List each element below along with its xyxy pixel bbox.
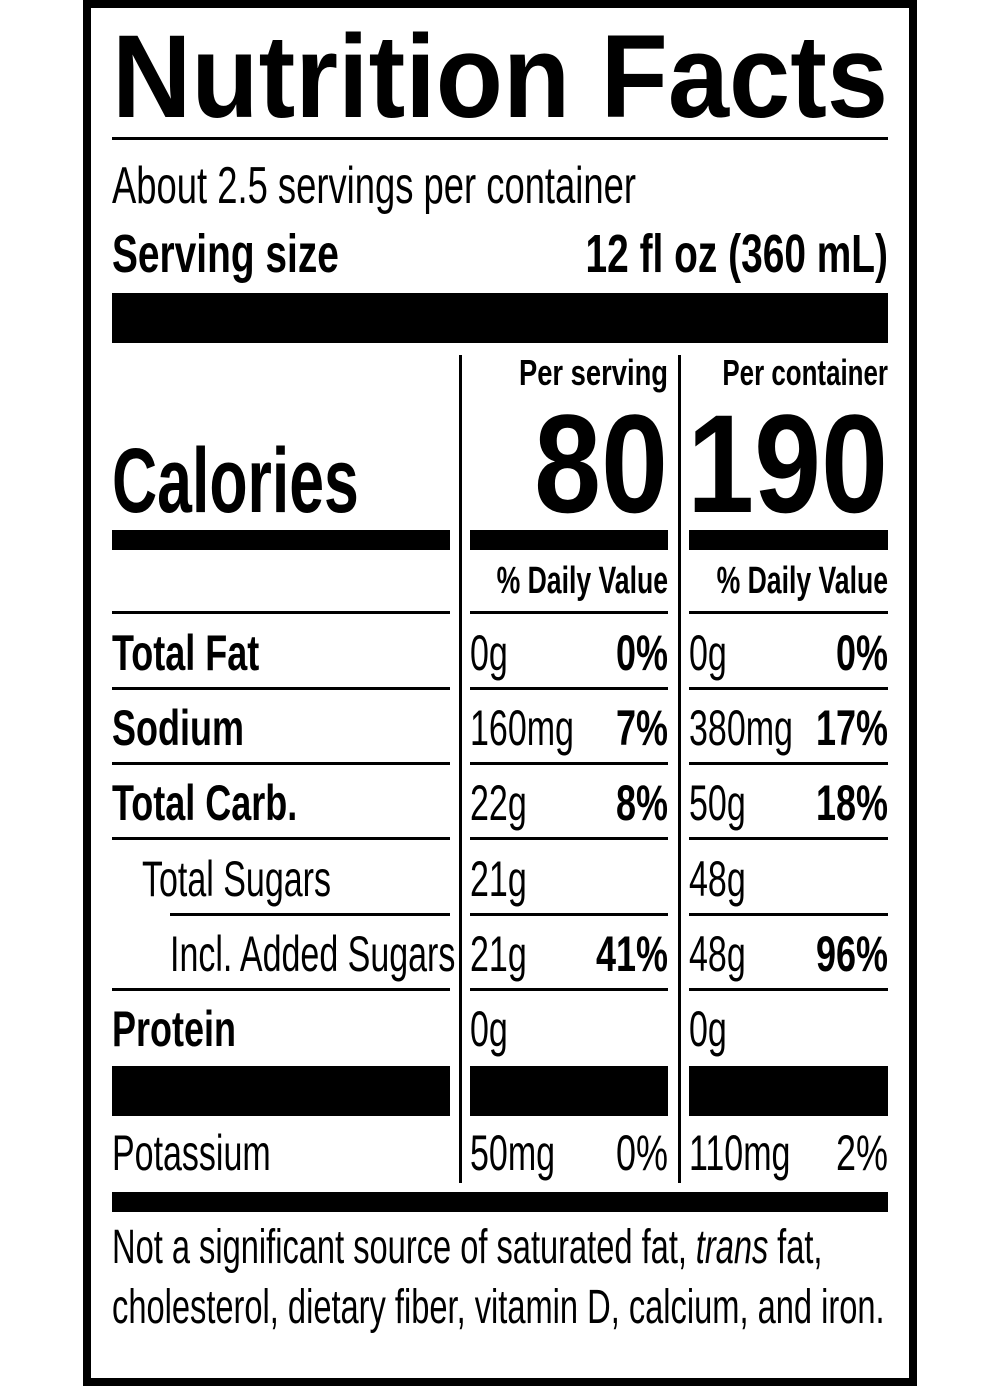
row-rule [112, 687, 450, 690]
row-rule [689, 913, 888, 916]
daily-value-percent: 41% [596, 927, 668, 982]
row-rule [689, 988, 888, 991]
calorie-bar [112, 530, 450, 550]
row-rule [689, 762, 888, 765]
row-rule [689, 837, 888, 840]
footnote-line: cholesterol, dietary fiber, vitamin D, c… [112, 1280, 885, 1334]
row-rule [112, 988, 450, 991]
column-header: Per serving [519, 352, 668, 393]
row-rule [689, 687, 888, 690]
footnote-text: fat, [777, 1220, 822, 1274]
daily-value-header: % Daily Value [497, 558, 668, 601]
row-rule [170, 913, 450, 916]
nutrient-amount: 21g [470, 852, 527, 908]
footnote-text: Not a significant source of saturated fa… [112, 1220, 687, 1274]
footnote-line: Not a significant source of saturated fa… [112, 1220, 823, 1274]
nutrient-amount: 50mg [470, 1126, 555, 1182]
nutrient-name: Potassium [112, 1126, 271, 1182]
column-divider [678, 355, 681, 1183]
nutrient-name: Incl. Added Sugars [170, 927, 455, 983]
column-header: Per container [722, 353, 888, 393]
row-rule [470, 837, 668, 840]
nutrient-amount: 160mg [470, 701, 574, 757]
nutrient-amount: 0g [689, 626, 727, 682]
column-divider [459, 355, 462, 1183]
row-rule [470, 611, 668, 614]
calories-value: 190 [687, 385, 888, 542]
rule [112, 137, 888, 140]
row-rule [470, 687, 668, 690]
nutrient-name: Sodium [112, 701, 244, 756]
row-rule [470, 988, 668, 991]
title: Nutrition Facts [112, 11, 888, 143]
nutrient-amount: 22g [470, 776, 527, 832]
daily-value-percent: 0% [836, 626, 888, 681]
serving-size-value: 12 fl oz (360 mL) [586, 223, 888, 284]
footnote-text: trans [696, 1220, 769, 1274]
row-rule [470, 762, 668, 765]
daily-value-percent: 96% [816, 927, 888, 982]
nutrient-name: Total Fat [112, 626, 259, 681]
nutrient-amount: 48g [689, 927, 746, 983]
servings-per-container: About 2.5 servings per container [112, 155, 636, 214]
nutrient-amount: 0g [470, 1002, 508, 1058]
nutrient-name: Total Sugars [142, 852, 331, 908]
nutrient-amount: 0g [689, 1002, 727, 1058]
thick-bar [689, 1066, 888, 1116]
row-rule [470, 913, 668, 916]
calorie-bar [689, 530, 888, 550]
daily-value-percent: 18% [816, 776, 888, 831]
thick-bar [470, 1066, 668, 1116]
daily-value-percent: 2% [836, 1126, 888, 1181]
calories-label: Calories [112, 429, 359, 532]
nutrient-amount: 0g [470, 626, 508, 682]
daily-value-percent: 0% [616, 626, 668, 681]
row-rule [112, 611, 450, 614]
calorie-bar [470, 530, 668, 550]
row-rule [112, 762, 450, 765]
thick-bar [112, 293, 888, 343]
footnote-text: cholesterol, dietary fiber, vitamin D, c… [112, 1280, 885, 1334]
calories-value: 80 [534, 385, 668, 542]
nutrient-amount: 380mg [689, 701, 793, 757]
nutrient-amount: 50g [689, 776, 746, 832]
daily-value-percent: 8% [616, 776, 668, 831]
daily-value-percent: 17% [816, 701, 888, 756]
row-rule [689, 611, 888, 614]
nutrient-amount: 48g [689, 852, 746, 908]
serving-size-label: Serving size [112, 223, 339, 284]
nutrient-amount: 21g [470, 927, 527, 983]
daily-value-percent: 0% [616, 1126, 668, 1181]
label-border [83, 0, 917, 1386]
nutrient-name: Total Carb. [112, 776, 297, 831]
nutrient-name: Protein [112, 1002, 236, 1057]
nutrient-amount: 110mg [689, 1126, 790, 1182]
thick-bar [112, 1066, 450, 1116]
thick-bar [112, 1192, 888, 1212]
daily-value-percent: 7% [616, 701, 668, 756]
row-rule [112, 837, 450, 840]
daily-value-header: % Daily Value [717, 558, 888, 601]
